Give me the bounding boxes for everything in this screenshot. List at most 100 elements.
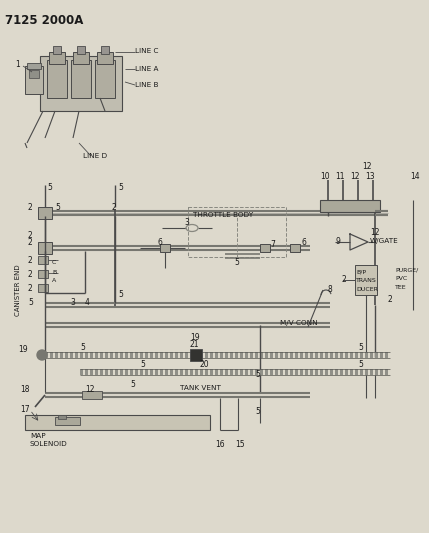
Text: A: A [52, 278, 56, 283]
Text: 5: 5 [130, 380, 135, 389]
Bar [47, 60, 67, 98]
Text: PURGE/: PURGE/ [395, 267, 418, 272]
Bar [265, 369, 268, 375]
Bar [100, 369, 103, 375]
Bar [270, 369, 273, 375]
Bar [185, 369, 188, 375]
Text: 18: 18 [20, 385, 30, 394]
Bar [320, 369, 323, 375]
Bar [70, 352, 73, 358]
Bar [170, 369, 173, 375]
Bar [150, 369, 153, 375]
Bar [120, 369, 123, 375]
Bar [29, 70, 39, 78]
Bar [315, 369, 318, 375]
Bar [355, 265, 377, 295]
Bar [210, 352, 213, 358]
Text: 5: 5 [255, 370, 260, 379]
Bar [55, 417, 80, 425]
Bar [345, 352, 348, 358]
Text: 4: 4 [85, 298, 90, 307]
Text: DUCER: DUCER [356, 287, 378, 292]
Bar [110, 369, 113, 375]
Text: B: B [52, 270, 56, 275]
Bar [115, 352, 118, 358]
Bar [365, 369, 368, 375]
Bar [195, 369, 198, 375]
Bar [230, 369, 233, 375]
Bar [38, 270, 48, 278]
Text: 7125 2000A: 7125 2000A [5, 14, 83, 27]
Text: LINE A: LINE A [135, 66, 158, 72]
Bar [355, 352, 358, 358]
Text: 15: 15 [235, 440, 245, 449]
Bar [120, 352, 123, 358]
Bar [375, 352, 378, 358]
Bar [370, 352, 373, 358]
Bar [110, 352, 113, 358]
Bar [165, 369, 168, 375]
Text: 2: 2 [28, 256, 33, 265]
Bar [250, 369, 253, 375]
Bar [320, 352, 323, 358]
Text: 2: 2 [112, 203, 117, 212]
Text: 12: 12 [350, 172, 360, 181]
Bar [160, 244, 170, 252]
Bar [90, 369, 93, 375]
Bar [58, 415, 66, 419]
Text: CANISTER END: CANISTER END [15, 264, 21, 316]
Bar [195, 352, 198, 358]
Bar [95, 369, 98, 375]
Text: 5: 5 [55, 203, 60, 212]
Text: 5: 5 [118, 290, 123, 299]
Bar [240, 352, 243, 358]
Bar [215, 369, 218, 375]
Bar [38, 242, 52, 254]
Bar [350, 369, 353, 375]
Bar [300, 352, 303, 358]
Text: 5: 5 [234, 258, 239, 267]
Bar [125, 369, 128, 375]
Bar [101, 46, 109, 54]
Bar [130, 352, 133, 358]
Bar [265, 352, 268, 358]
Bar [150, 352, 153, 358]
Bar [80, 369, 83, 375]
Bar [160, 352, 163, 358]
Bar [225, 369, 228, 375]
Text: 3: 3 [184, 218, 189, 227]
Bar [310, 369, 313, 375]
Bar [305, 369, 308, 375]
Bar [125, 352, 128, 358]
Text: 5: 5 [28, 298, 33, 307]
Bar [240, 369, 243, 375]
Bar [335, 352, 338, 358]
Bar [235, 369, 238, 375]
Text: 1: 1 [15, 60, 20, 69]
Text: 7: 7 [270, 240, 275, 249]
Bar [38, 256, 48, 264]
Bar [380, 369, 383, 375]
Bar [105, 369, 108, 375]
Bar [190, 349, 202, 361]
Text: 5: 5 [118, 183, 123, 192]
Text: TANK VENT: TANK VENT [180, 385, 221, 391]
Text: LINE C: LINE C [135, 48, 158, 54]
Bar [205, 369, 208, 375]
Bar [145, 369, 148, 375]
Bar [370, 369, 373, 375]
Text: 12: 12 [362, 162, 372, 171]
Bar [315, 352, 318, 358]
Bar [97, 52, 113, 64]
Bar [38, 284, 48, 292]
Bar [350, 352, 353, 358]
Bar [280, 369, 283, 375]
Text: 14: 14 [410, 172, 420, 181]
Bar [270, 352, 273, 358]
Bar [90, 352, 93, 358]
Bar [170, 352, 173, 358]
Text: C: C [52, 260, 56, 265]
Bar [245, 352, 248, 358]
Bar [135, 369, 138, 375]
Bar [260, 352, 263, 358]
